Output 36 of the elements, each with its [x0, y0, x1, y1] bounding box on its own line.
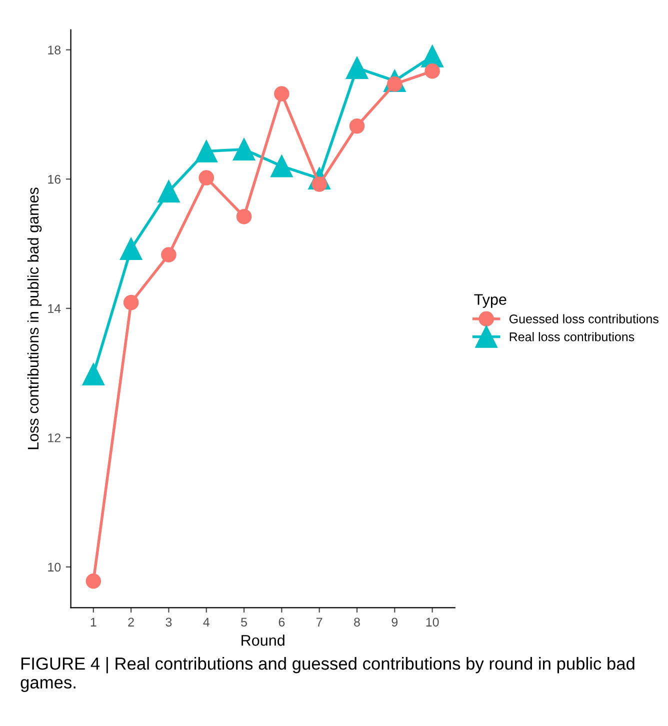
x-tick-label: 6 — [278, 618, 285, 627]
point — [86, 574, 102, 589]
legend-label: Guessed loss contributions — [509, 314, 658, 324]
y-tick-label: 14 — [48, 304, 61, 313]
point — [349, 118, 365, 134]
point — [346, 56, 368, 80]
point — [424, 63, 440, 79]
point — [120, 238, 142, 260]
y-tick-label: 10 — [48, 562, 61, 572]
point — [232, 138, 256, 160]
point — [198, 170, 214, 186]
y-tick-label: 16 — [48, 174, 61, 184]
point — [123, 294, 139, 310]
point — [161, 247, 176, 262]
x-tick-label: 10 — [426, 618, 439, 627]
point — [195, 140, 218, 162]
y-axis-title: Loss contributions in public bad games — [27, 188, 42, 450]
x-tick-label: 4 — [203, 618, 210, 626]
point — [274, 86, 290, 102]
legend-label: Real loss contributions — [510, 332, 634, 342]
x-axis-title: Round — [242, 634, 284, 646]
x-tick-label: 2 — [128, 618, 134, 626]
caption: FIGURE 4 | Real contributions and guessed contributions by round in public bad games. — [20, 657, 634, 692]
y-tick-label: 18 — [48, 46, 61, 54]
point — [158, 180, 180, 202]
point — [82, 363, 105, 386]
x-tick-label: 8 — [354, 618, 360, 627]
point — [236, 208, 252, 224]
legend-title: Type — [474, 294, 506, 308]
y-tick-label: 12 — [48, 433, 60, 442]
x-tick-label: 3 — [166, 618, 172, 627]
x-tick-label: 1 — [90, 618, 96, 626]
x-tick-label: 5 — [241, 618, 247, 627]
x-tick-label: 9 — [392, 618, 398, 627]
x-tick-label: 7 — [316, 618, 322, 626]
point — [270, 155, 293, 178]
